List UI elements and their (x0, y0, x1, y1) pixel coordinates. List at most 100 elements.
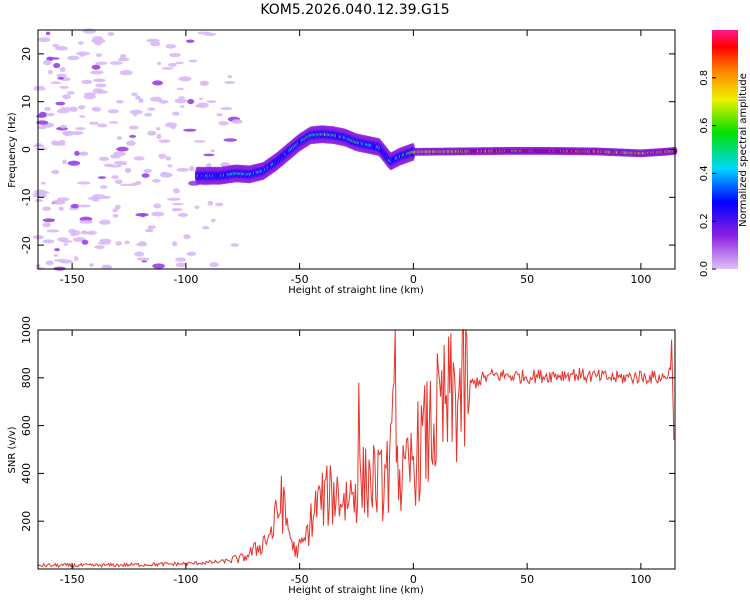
noise-blob (158, 153, 167, 159)
noise-blob (61, 240, 73, 243)
noise-blob (128, 125, 139, 130)
snr-x-label: Height of straight line (km) (288, 585, 424, 596)
colorbar-label: Normalized spectral amplitude (738, 73, 749, 227)
noise-blob (183, 234, 191, 240)
noise-blob (171, 241, 178, 247)
noise-blob (79, 115, 86, 118)
spectrogram-y-ticks: -20 -10 0 10 20 (20, 47, 675, 254)
noise-blob (112, 214, 119, 218)
x-tick-label: -100 (173, 273, 198, 286)
spectrogram-x-label: Height of straight line (km) (288, 285, 424, 296)
noise-blob (38, 37, 51, 43)
snr-panel: -150 -100 -50 0 50 100 200 400 600 800 1000 Heigh… (7, 316, 676, 596)
noise-blob (53, 254, 59, 257)
noise-blob (81, 239, 89, 245)
noise-blob (56, 73, 67, 78)
noise-blob (109, 61, 123, 65)
noise-blob (95, 61, 108, 66)
x-tick-label: -50 (291, 273, 309, 286)
noise-blob (223, 138, 238, 142)
noise-blob (150, 225, 156, 229)
noise-blob (114, 204, 121, 210)
noise-blob (42, 239, 55, 244)
y-tick-label: 20 (20, 47, 33, 61)
noise-blob (67, 55, 80, 61)
noise-blob (62, 131, 73, 135)
noise-blob (176, 87, 184, 91)
noise-blob (95, 88, 104, 94)
noise-blob (98, 219, 111, 225)
y-tick-label: 400 (20, 463, 33, 484)
noise-blob (129, 109, 143, 115)
y-tick-label: 0 (20, 146, 33, 153)
noise-blob (178, 96, 185, 99)
noise-blob (46, 229, 60, 233)
x-tick-label: 50 (520, 273, 534, 286)
noise-blob (203, 153, 215, 157)
noise-blob (53, 62, 61, 69)
noise-blob (76, 51, 91, 56)
snr-frame (37, 329, 676, 570)
noise-blob (130, 92, 138, 96)
noise-blob (47, 57, 60, 60)
noise-blob (32, 87, 46, 91)
noise-blob (111, 175, 119, 179)
noise-blob (139, 241, 146, 245)
noise-blob (45, 260, 54, 266)
noise-blob (138, 98, 144, 104)
noise-blob (95, 83, 107, 88)
noise-blob (97, 241, 111, 245)
noise-blob (205, 162, 212, 169)
x-tick-label: -150 (60, 273, 85, 286)
noise-blob (141, 173, 150, 178)
noise-blob (175, 257, 187, 262)
noise-blob (174, 61, 184, 65)
noise-blob (224, 80, 236, 84)
noise-blob (82, 28, 97, 34)
colorbar-tick-label: 0.4 (699, 165, 710, 181)
noise-blob (135, 95, 141, 100)
noise-blob (209, 262, 219, 268)
noise-blob (91, 64, 101, 70)
noise-blob (88, 121, 99, 125)
noise-blob (167, 197, 181, 201)
noise-blob (188, 59, 198, 63)
noise-blob (193, 140, 206, 143)
spectral-ridge (194, 125, 678, 185)
noise-blob (176, 168, 190, 172)
noise-blob (77, 41, 84, 45)
snr-y-label: SNR (v/v) (7, 426, 18, 473)
noise-blob (54, 248, 60, 252)
noise-blob (189, 166, 195, 172)
noise-blob (117, 57, 130, 62)
x-tick-label: 0 (410, 273, 417, 286)
noise-blob (195, 104, 204, 108)
x-tick-label: 100 (630, 573, 651, 586)
noise-blob (63, 243, 69, 246)
noise-blob (199, 80, 209, 86)
noise-blob (99, 185, 108, 189)
noise-blob (77, 181, 91, 185)
noise-blob (120, 183, 133, 187)
noise-blob (158, 139, 171, 143)
noise-blob (168, 62, 177, 67)
noise-blob (129, 134, 137, 138)
snr-x-ticks: -150 -100 -50 0 50 100 (60, 330, 651, 586)
noise-blob (231, 119, 243, 124)
noise-blob (51, 140, 59, 146)
spectrogram-x-ticks: -150 -100 -50 0 50 100 (60, 30, 651, 286)
colorbar: 0.0 0.2 0.4 0.6 0.8 Normalized spectral ampl… (699, 30, 749, 277)
noise-blob (109, 154, 121, 159)
noise-blob (59, 107, 73, 111)
noise-blob (91, 193, 106, 200)
noise-blob (74, 127, 86, 131)
noise-blob (59, 85, 69, 89)
noise-blob (44, 106, 51, 111)
noise-blob (206, 100, 217, 103)
noise-blob (187, 98, 195, 105)
noise-blob (92, 198, 100, 202)
noise-blob (88, 263, 94, 267)
noise-blob (91, 106, 102, 112)
noise-blob (79, 220, 93, 224)
